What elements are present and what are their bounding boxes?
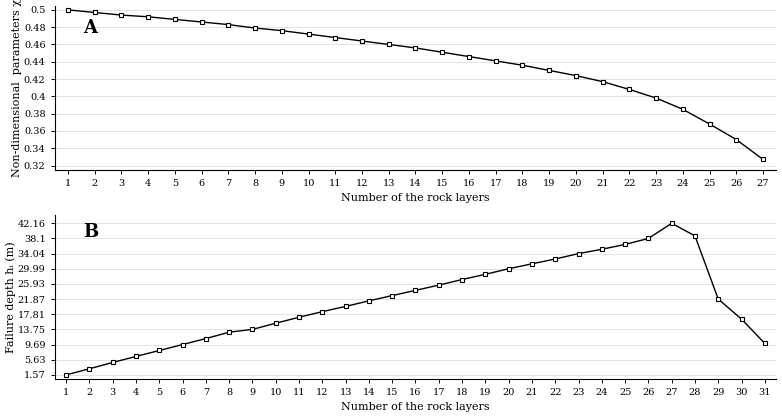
Y-axis label: Non-dimensional  parameters χ: Non-dimensional parameters χ: [13, 0, 23, 177]
Text: A: A: [84, 19, 98, 37]
X-axis label: Number of the rock layers: Number of the rock layers: [341, 194, 490, 204]
Text: B: B: [84, 223, 99, 241]
X-axis label: Number of the rock layers: Number of the rock layers: [341, 403, 490, 413]
Y-axis label: Failure depth hᵢ (m): Failure depth hᵢ (m): [5, 241, 16, 352]
